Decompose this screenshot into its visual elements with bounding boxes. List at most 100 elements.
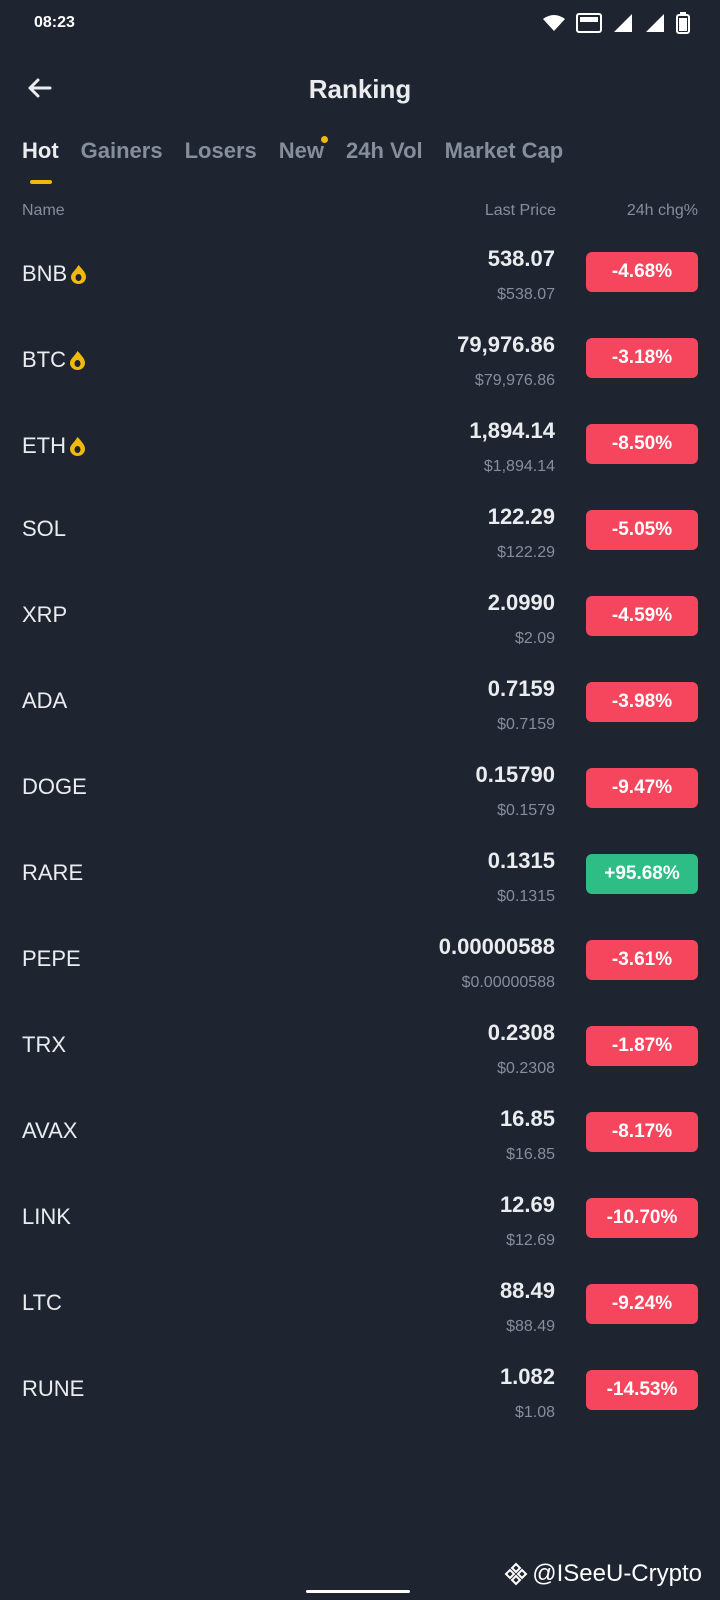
arrow-left-icon [28, 78, 52, 98]
change-badge[interactable]: -8.50% [586, 424, 698, 464]
watermark: @ISeeU-Crypto [504, 1560, 702, 1588]
table-row[interactable]: ETH 1,894.14 $1,894.14 -8.50% [0, 412, 720, 498]
column-last-price[interactable]: Last Price [484, 202, 556, 219]
change-badge[interactable]: -4.59% [586, 596, 698, 636]
tab-24h-vol[interactable]: 24h Vol [346, 138, 423, 164]
last-price: 122.29 [487, 504, 555, 529]
flame-icon [70, 264, 87, 290]
table-row[interactable]: PEPE 0.00000588 $0.00000588 -3.61% [0, 928, 720, 1014]
signal-icon [614, 14, 632, 32]
table-row[interactable]: XRP 2.0990 $2.09 -4.59% [0, 584, 720, 670]
coin-symbol-text: RARE [22, 860, 84, 885]
last-price: 16.85 [499, 1106, 555, 1131]
coin-symbol-text: DOGE [22, 774, 87, 799]
table-row[interactable]: LTC 88.49 $88.49 -9.24% [0, 1272, 720, 1358]
table-row[interactable]: RUNE 1.082 $1.08 -14.53% [0, 1358, 720, 1444]
tab-market-cap[interactable]: Market Cap [445, 138, 564, 164]
coin-symbol: LTC [22, 1290, 62, 1316]
coin-symbol: TRX [22, 1032, 66, 1058]
flame-icon [69, 436, 86, 462]
coin-symbol: ADA [22, 688, 67, 714]
usd-price: $0.1579 [497, 802, 555, 819]
usd-price: $0.7159 [497, 716, 555, 733]
table-row[interactable]: DOGE 0.15790 $0.1579 -9.47% [0, 756, 720, 842]
last-price: 0.15790 [475, 762, 555, 787]
status-icons [542, 12, 690, 34]
coin-symbol-text: SOL [22, 516, 67, 541]
change-badge[interactable]: -10.70% [586, 1198, 698, 1238]
tab-bar: Hot Gainers Losers New 24h Vol Market Cap [22, 136, 585, 184]
usd-price: $122.29 [497, 544, 555, 561]
tab-label: 24h Vol [346, 138, 423, 163]
last-price: 538.07 [487, 246, 555, 271]
change-badge[interactable]: -1.87% [586, 1026, 698, 1066]
page-title: Ranking [308, 74, 412, 104]
last-price: 1.082 [499, 1364, 555, 1389]
last-price: 12.69 [499, 1192, 555, 1217]
coin-symbol-text: ADA [22, 688, 68, 713]
table-row[interactable]: AVAX 16.85 $16.85 -8.17% [0, 1100, 720, 1186]
battery-icon [676, 12, 690, 34]
tab-hot[interactable]: Hot [22, 138, 59, 184]
change-badge[interactable]: -5.05% [586, 510, 698, 550]
change-badge[interactable]: -4.68% [586, 252, 698, 292]
coin-symbol: SOL [22, 516, 66, 542]
table-row[interactable]: RARE 0.1315 $0.1315 +95.68% [0, 842, 720, 928]
table-row[interactable]: LINK 12.69 $12.69 -10.70% [0, 1186, 720, 1272]
tab-new[interactable]: New [279, 136, 328, 164]
coin-symbol: BNB [22, 258, 87, 290]
last-price: 0.7159 [487, 676, 555, 701]
last-price: 0.1315 [487, 848, 555, 873]
usd-price: $0.1315 [497, 888, 555, 905]
flame-icon [69, 350, 86, 376]
status-bar: 08:23 [0, 0, 720, 48]
change-badge[interactable]: -9.24% [586, 1284, 698, 1324]
header: Ranking [0, 60, 720, 116]
usd-price: $2.09 [514, 630, 555, 647]
usd-price: $79,976.86 [474, 372, 555, 389]
usd-price: $16.85 [506, 1146, 555, 1163]
usd-price: $88.49 [506, 1318, 555, 1335]
tab-gainers[interactable]: Gainers [81, 138, 163, 164]
usd-price: $12.69 [506, 1232, 555, 1249]
wifi-icon [543, 15, 565, 31]
change-badge[interactable]: -3.61% [586, 940, 698, 980]
last-price: 88.49 [499, 1278, 555, 1303]
last-price: 0.2308 [487, 1020, 555, 1045]
coin-symbol-text: LINK [22, 1204, 71, 1229]
table-row[interactable]: ADA 0.7159 $0.7159 -3.98% [0, 670, 720, 756]
coin-symbol: XRP [22, 602, 67, 628]
column-name[interactable]: Name [22, 202, 65, 219]
coin-symbol-text: BNB [22, 261, 68, 286]
change-badge[interactable]: -9.47% [586, 768, 698, 808]
table-row[interactable]: SOL 122.29 $122.29 -5.05% [0, 498, 720, 584]
volte-icon [576, 13, 602, 33]
back-button[interactable] [26, 74, 58, 102]
last-price: 1,894.14 [469, 418, 555, 443]
change-badge[interactable]: +95.68% [586, 854, 698, 894]
change-badge[interactable]: -14.53% [586, 1370, 698, 1410]
new-indicator-dot [321, 136, 328, 143]
binance-logo-icon [504, 1562, 528, 1586]
table-row[interactable]: BNB 538.07 $538.07 -4.68% [0, 240, 720, 326]
coin-symbol: DOGE [22, 774, 87, 800]
table-row[interactable]: TRX 0.2308 $0.2308 -1.87% [0, 1014, 720, 1100]
tab-losers[interactable]: Losers [185, 138, 257, 164]
coin-symbol-text: XRP [22, 602, 68, 627]
coin-symbol-text: RUNE [22, 1376, 85, 1401]
tab-label: Hot [22, 138, 59, 163]
coin-symbol: PEPE [22, 946, 81, 972]
usd-price: $0.2308 [497, 1060, 555, 1077]
signal-icon-2 [646, 14, 664, 32]
coin-symbol: ETH [22, 430, 86, 462]
coin-symbol: RARE [22, 860, 83, 886]
change-badge[interactable]: -8.17% [586, 1112, 698, 1152]
column-24h-change[interactable]: 24h chg% [626, 202, 698, 219]
change-badge[interactable]: -3.98% [586, 682, 698, 722]
change-badge[interactable]: -3.18% [586, 338, 698, 378]
last-price: 0.00000588 [438, 934, 555, 959]
table-row[interactable]: BTC 79,976.86 $79,976.86 -3.18% [0, 326, 720, 412]
tab-label: Market Cap [444, 138, 564, 163]
home-indicator[interactable] [306, 1590, 410, 1593]
coin-symbol-text: ETH [22, 433, 66, 458]
